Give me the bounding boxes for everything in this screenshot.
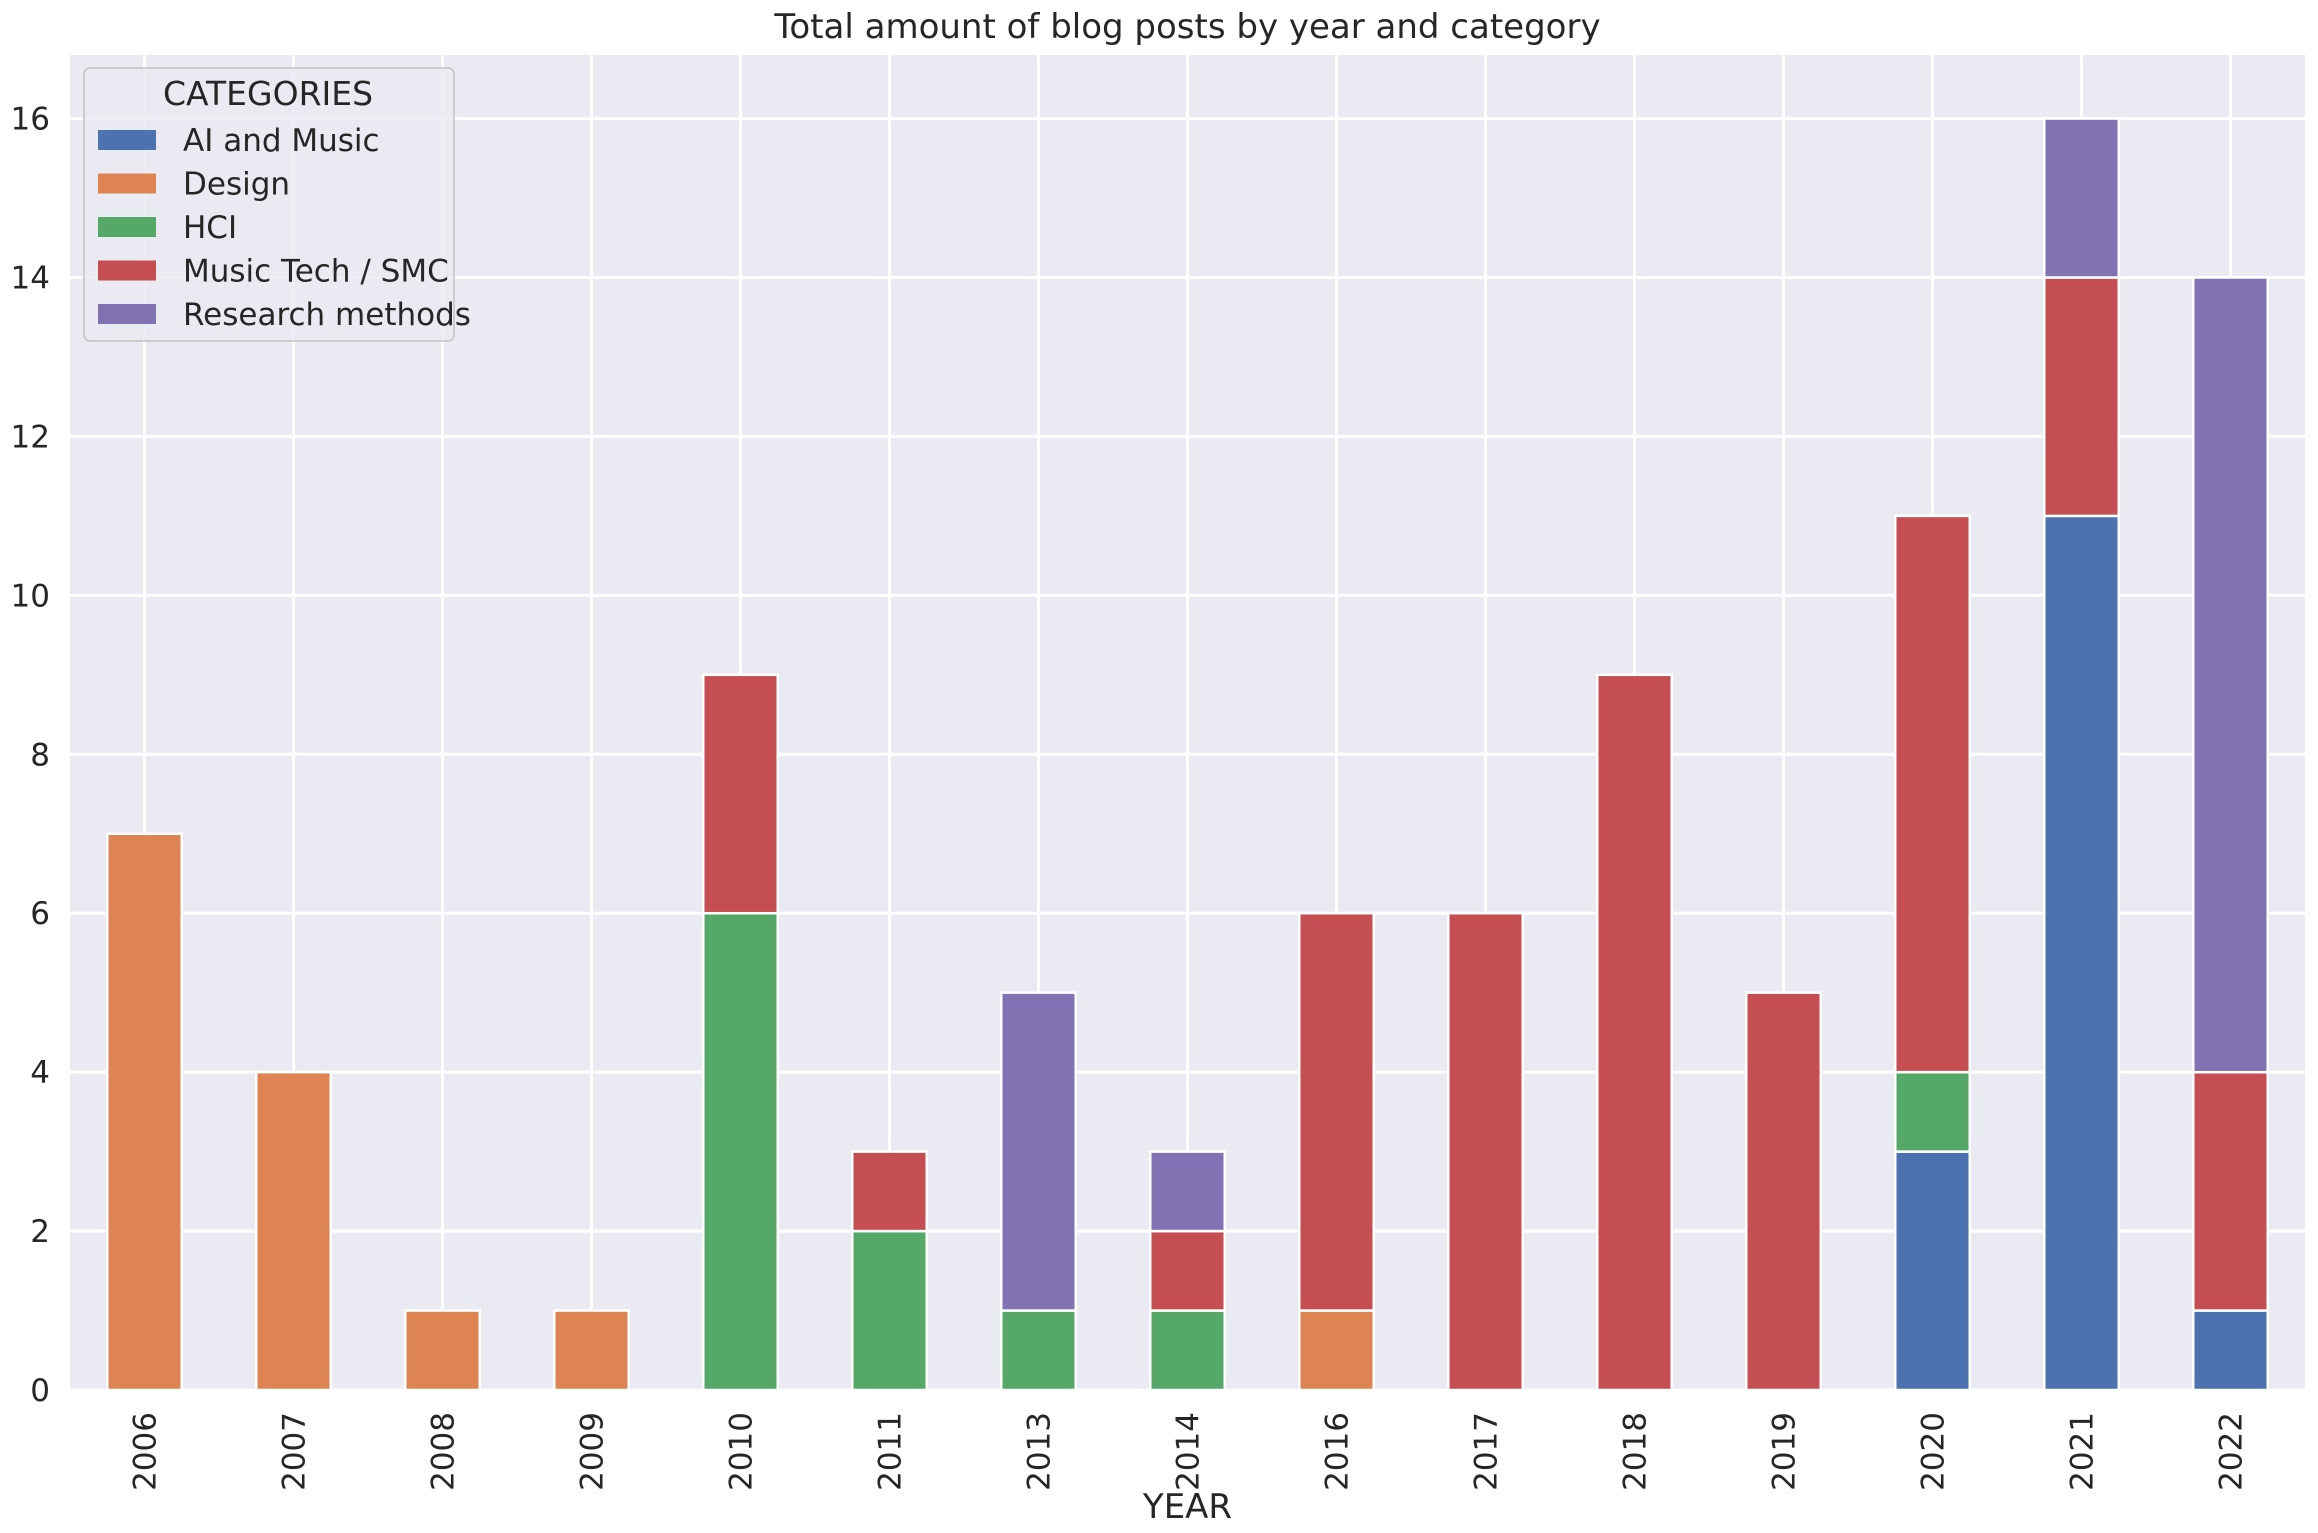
bar-segment	[1298, 1309, 1375, 1392]
legend: CATEGORIES AI and Music Design HCI Music Te…	[83, 67, 471, 342]
bar-segment	[851, 1150, 928, 1233]
x-tick-label: 2013	[1022, 1412, 1058, 1491]
bar-segment	[2192, 1070, 2269, 1312]
y-tick-label: 6	[30, 896, 50, 932]
bar-segment	[553, 1309, 630, 1392]
bar-segment	[1298, 911, 1375, 1312]
y-tick-label: 0	[30, 1373, 50, 1409]
chart-title: Total amount of blog posts by year and c…	[773, 7, 1600, 47]
x-tick-label: 2017	[1469, 1412, 1505, 1491]
x-tick-label: 2019	[1767, 1412, 1803, 1491]
legend-swatch	[98, 260, 156, 281]
y-tick-label: 14	[11, 261, 50, 297]
x-tick-label: 2011	[873, 1412, 909, 1491]
bar-segment	[2192, 276, 2269, 1074]
y-tick-label: 2	[30, 1214, 50, 1250]
y-axis-ticks: 0 2 4 6 8 10 12 14 16	[11, 102, 50, 1409]
x-tick-label: 2006	[128, 1412, 164, 1491]
bar-segment	[1447, 911, 1524, 1392]
bar-segment	[1149, 1150, 1226, 1233]
bar-segment	[1000, 1309, 1077, 1392]
x-axis-ticks: 2006 2007 2008 2009 2010 2011 2013 2014 2016 2017…	[128, 1412, 2250, 1491]
legend-swatch	[98, 304, 156, 324]
x-tick-label: 2016	[1320, 1412, 1356, 1491]
legend-swatch	[98, 173, 156, 194]
bar-segment	[851, 1229, 928, 1392]
bar-segment	[1894, 1070, 1971, 1153]
x-tick-label: 2010	[724, 1412, 760, 1491]
legend-label: Research methods	[183, 297, 471, 333]
bar-segment	[2043, 276, 2120, 518]
bar-segment	[1149, 1309, 1226, 1392]
y-tick-label: 4	[30, 1055, 50, 1091]
bar-segment	[1596, 673, 1673, 1392]
y-tick-label: 8	[30, 737, 50, 773]
x-tick-label: 2020	[1916, 1412, 1952, 1491]
bar-segment	[702, 911, 779, 1392]
x-tick-label: 2022	[2214, 1412, 2250, 1491]
bar-segment	[1000, 991, 1077, 1312]
legend-items: AI and Music Design HCI Music Tech / SMC Res…	[98, 123, 471, 333]
x-tick-label: 2009	[575, 1412, 611, 1491]
x-tick-label: 2021	[2065, 1412, 2101, 1491]
bar-segment	[2043, 514, 2120, 1392]
x-tick-label: 2018	[1618, 1412, 1654, 1491]
legend-title: CATEGORIES	[163, 74, 373, 113]
bar-segment	[404, 1309, 481, 1392]
bar-segment	[1894, 514, 1971, 1074]
legend-box	[83, 67, 455, 342]
legend-label: HCI	[183, 210, 237, 246]
bar-segment	[702, 673, 779, 915]
y-tick-label: 12	[11, 419, 50, 455]
bars	[106, 117, 2269, 1392]
bar-segment	[2043, 117, 2120, 279]
bar-segment	[1745, 991, 1822, 1392]
x-tick-label: 2014	[1171, 1412, 1207, 1491]
bar-segment	[1894, 1150, 1971, 1392]
y-tick-label: 10	[11, 578, 50, 614]
bar-segment	[255, 1070, 332, 1392]
legend-label: AI and Music	[183, 123, 380, 159]
y-tick-label: 16	[11, 102, 50, 138]
x-tick-label: 2007	[277, 1412, 313, 1491]
x-axis-title: YEAR	[1142, 1487, 1232, 1527]
legend-label: Music Tech / SMC	[183, 254, 449, 290]
legend-label: Design	[183, 167, 290, 203]
legend-swatch	[98, 130, 156, 150]
x-tick-label: 2008	[426, 1412, 462, 1491]
bar-segment	[2192, 1309, 2269, 1392]
bar-segment	[106, 832, 183, 1392]
bar-segment	[1149, 1229, 1226, 1312]
legend-swatch	[98, 217, 156, 237]
